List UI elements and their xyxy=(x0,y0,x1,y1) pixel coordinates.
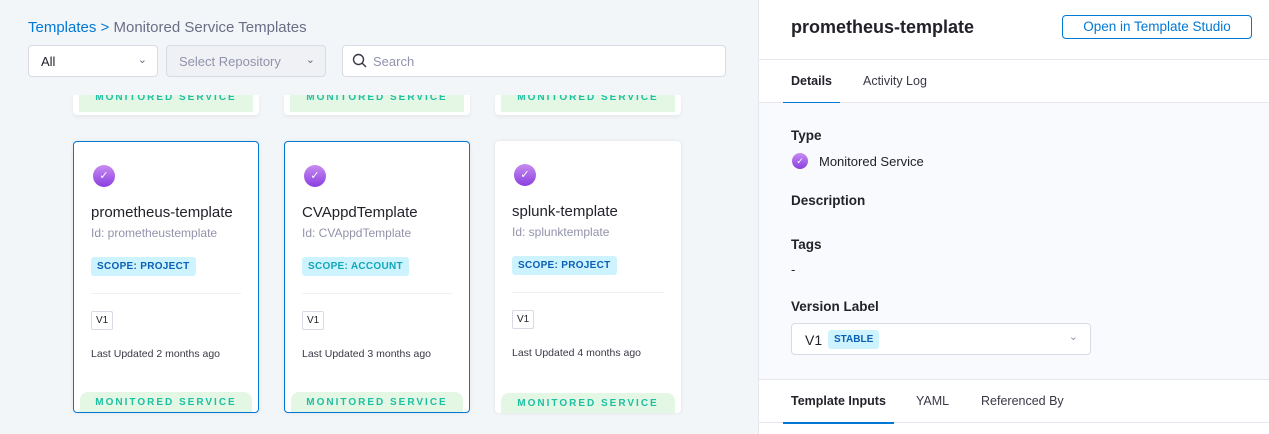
card-type-label: MONITORED SERVICE xyxy=(501,95,675,112)
scope-badge: SCOPE: ACCOUNT xyxy=(302,257,409,276)
card-id: Id: prometheustemplate xyxy=(91,226,218,240)
partial-card[interactable]: MONITORED SERVICE xyxy=(284,95,470,115)
search-icon xyxy=(352,53,367,68)
card-id: Id: splunktemplate xyxy=(512,225,610,239)
search-input[interactable]: Search xyxy=(342,45,726,77)
template-list-panel: Templates > Monitored Service Templates … xyxy=(0,19,758,434)
version-dropdown[interactable]: V1 STABLE ⌄ xyxy=(791,323,1091,355)
scope-value: All xyxy=(41,54,56,69)
card-type-label: MONITORED SERVICE xyxy=(79,95,253,112)
divider xyxy=(512,292,664,293)
repository-dropdown[interactable]: Select Repository ⌄ xyxy=(166,45,326,77)
description-label: Description xyxy=(791,193,866,208)
monitored-service-icon: ✓ xyxy=(304,165,326,187)
search-placeholder: Search xyxy=(373,54,415,69)
version-badge: V1 xyxy=(91,311,114,330)
card-name: CVAppdTemplate xyxy=(302,204,418,221)
tags-label: Tags xyxy=(791,237,822,252)
breadcrumb: Templates > Monitored Service Templates xyxy=(28,19,307,36)
tab-activity-log[interactable]: Activity Log xyxy=(863,74,927,88)
version-label: Version Label xyxy=(791,299,879,314)
type-label: Type xyxy=(791,128,822,143)
card-name: splunk-template xyxy=(512,203,618,220)
template-detail-panel: prometheus-template Open in Template Stu… xyxy=(758,0,1269,434)
monitored-service-icon: ✓ xyxy=(792,153,808,169)
detail-title: prometheus-template xyxy=(791,17,975,37)
last-updated: Last Updated 4 months ago xyxy=(512,347,642,359)
template-grid: MONITORED SERVICE MONITORED SERVICE MONI… xyxy=(0,95,758,434)
card-type-label: MONITORED SERVICE xyxy=(291,392,463,412)
tab-yaml[interactable]: YAML xyxy=(916,394,950,408)
chevron-down-icon: ⌄ xyxy=(1068,331,1078,343)
tab-details[interactable]: Details xyxy=(783,74,840,104)
monitored-service-icon: ✓ xyxy=(514,164,536,186)
version-badge: V1 xyxy=(302,311,325,330)
open-in-template-studio-button[interactable]: Open in Template Studio xyxy=(1062,15,1252,39)
stable-badge: STABLE xyxy=(828,330,880,349)
partial-card[interactable]: MONITORED SERVICE xyxy=(73,95,259,115)
card-name: prometheus-template xyxy=(91,204,233,221)
scope-dropdown[interactable]: All ⌄ xyxy=(28,45,158,77)
breadcrumb-templates-link[interactable]: Templates xyxy=(28,19,97,36)
template-card[interactable]: ✓ CVAppdTemplate Id: CVAppdTemplate SCOP… xyxy=(284,141,470,413)
template-tabs: Template Inputs YAML Referenced By xyxy=(759,379,1269,424)
chevron-down-icon: ⌄ xyxy=(305,54,315,66)
breadcrumb-current: Monitored Service Templates xyxy=(113,19,307,36)
divider xyxy=(91,293,241,294)
scope-badge: SCOPE: PROJECT xyxy=(91,257,196,276)
card-type-label: MONITORED SERVICE xyxy=(501,393,675,413)
detail-tabs: Details Activity Log xyxy=(759,59,1269,104)
chevron-down-icon: ⌄ xyxy=(137,54,147,66)
tab-referenced-by[interactable]: Referenced By xyxy=(981,394,1064,408)
breadcrumb-separator: > xyxy=(100,19,110,36)
last-updated: Last Updated 2 months ago xyxy=(91,348,221,360)
card-id: Id: CVAppdTemplate xyxy=(302,226,412,240)
card-type-label: MONITORED SERVICE xyxy=(290,95,464,112)
template-card[interactable]: ✓ prometheus-template Id: prometheustemp… xyxy=(73,141,259,413)
tab-template-inputs[interactable]: Template Inputs xyxy=(783,394,894,424)
divider xyxy=(302,293,452,294)
version-value: V1 xyxy=(805,332,823,348)
last-updated: Last Updated 3 months ago xyxy=(302,348,432,360)
monitored-service-icon: ✓ xyxy=(93,165,115,187)
version-badge: V1 xyxy=(512,310,535,329)
scope-badge: SCOPE: PROJECT xyxy=(512,256,617,275)
type-value: Monitored Service xyxy=(819,154,924,169)
repository-value: Select Repository xyxy=(179,54,281,69)
template-card[interactable]: ✓ splunk-template Id: splunktemplate SCO… xyxy=(495,141,681,413)
partial-card[interactable]: MONITORED SERVICE xyxy=(495,95,681,115)
card-type-label: MONITORED SERVICE xyxy=(80,392,252,412)
tags-value: - xyxy=(791,262,796,277)
details-section: Type ✓ Monitored Service Description Tag… xyxy=(759,103,1269,379)
